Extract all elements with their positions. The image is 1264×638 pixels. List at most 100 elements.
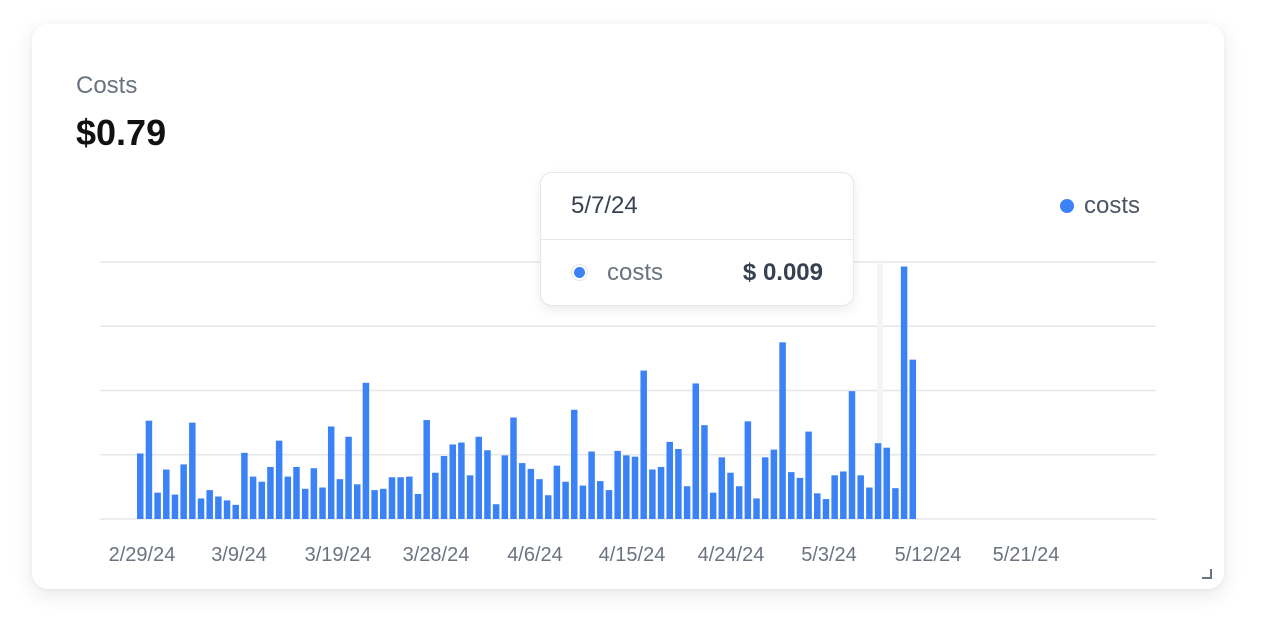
bar[interactable] — [761, 457, 769, 519]
bar[interactable] — [414, 493, 422, 519]
costs-bar-chart[interactable]: 2/29/24 3/9/24 3/19/24 3/28/24 4/6/24 4/15/24… — [32, 24, 1224, 589]
bar[interactable] — [232, 504, 239, 519]
bar[interactable] — [215, 496, 222, 519]
bar[interactable] — [536, 479, 543, 519]
bar[interactable] — [857, 475, 864, 519]
bar[interactable] — [223, 500, 231, 519]
bar[interactable] — [796, 477, 804, 519]
bar[interactable] — [822, 499, 830, 519]
bar[interactable] — [683, 486, 691, 519]
bar[interactable] — [327, 426, 335, 519]
bar[interactable] — [675, 448, 682, 519]
bar[interactable] — [579, 485, 587, 519]
bar[interactable] — [649, 469, 656, 519]
bar[interactable] — [735, 486, 743, 519]
bar[interactable] — [874, 443, 882, 519]
bar[interactable] — [145, 420, 153, 519]
bar[interactable] — [900, 266, 908, 520]
bar[interactable] — [154, 492, 161, 519]
bar[interactable] — [544, 495, 552, 519]
bar[interactable] — [701, 425, 708, 519]
bar[interactable] — [848, 391, 856, 519]
bar[interactable] — [866, 487, 873, 519]
bar[interactable] — [397, 477, 404, 519]
bar[interactable] — [241, 452, 248, 519]
bar[interactable] — [709, 492, 717, 519]
bar[interactable] — [458, 442, 465, 519]
bar[interactable] — [657, 466, 665, 519]
bar[interactable] — [388, 477, 396, 519]
bar[interactable] — [605, 490, 613, 519]
bar[interactable] — [640, 370, 647, 519]
bar[interactable] — [380, 488, 387, 519]
tooltip-series-dot-icon — [572, 265, 587, 280]
bar[interactable] — [406, 476, 413, 519]
bar[interactable] — [197, 498, 205, 519]
bar[interactable] — [163, 469, 170, 519]
bar[interactable] — [597, 481, 604, 519]
bar[interactable] — [666, 441, 673, 519]
bar[interactable] — [275, 440, 283, 519]
bar[interactable] — [466, 475, 474, 519]
card-title: Costs — [76, 72, 138, 99]
x-tick-label: 5/12/24 — [895, 544, 962, 566]
chart-legend[interactable]: costs — [1059, 192, 1140, 220]
bar[interactable] — [909, 359, 917, 519]
bar[interactable] — [267, 466, 274, 519]
bar[interactable] — [206, 490, 213, 519]
bar[interactable] — [284, 476, 292, 519]
bar[interactable] — [345, 436, 352, 519]
bar[interactable] — [788, 472, 795, 519]
bar[interactable] — [319, 487, 326, 519]
bar[interactable] — [727, 472, 734, 519]
bar[interactable] — [180, 464, 187, 519]
bar[interactable] — [892, 488, 899, 519]
bar[interactable] — [779, 342, 786, 519]
bar[interactable] — [432, 472, 439, 519]
bar[interactable] — [423, 420, 430, 519]
bar[interactable] — [293, 466, 300, 519]
bar[interactable] — [501, 455, 509, 519]
bar[interactable] — [336, 479, 344, 519]
bar[interactable] — [440, 456, 448, 519]
bar[interactable] — [449, 444, 456, 519]
bar[interactable] — [484, 450, 491, 519]
bar[interactable] — [171, 494, 179, 519]
bar[interactable] — [137, 453, 144, 519]
bar[interactable] — [249, 476, 257, 519]
bar[interactable] — [354, 484, 361, 519]
bar[interactable] — [301, 488, 309, 519]
bar[interactable] — [371, 490, 378, 519]
resize-handle-icon[interactable] — [1202, 569, 1212, 579]
bar[interactable] — [189, 422, 196, 520]
x-tick-label: 5/3/24 — [801, 544, 857, 566]
bar[interactable] — [588, 451, 595, 519]
tooltip-series-name: costs — [607, 259, 664, 286]
bar[interactable] — [623, 455, 630, 519]
bar[interactable] — [753, 498, 760, 519]
bar[interactable] — [770, 449, 778, 519]
bar[interactable] — [492, 504, 500, 519]
bar[interactable] — [631, 456, 639, 519]
bar[interactable] — [744, 421, 752, 519]
x-tick-label: 4/15/24 — [599, 544, 666, 566]
bar[interactable] — [814, 493, 821, 519]
bar[interactable] — [840, 471, 847, 519]
bar[interactable] — [362, 382, 370, 519]
bar[interactable] — [692, 383, 700, 519]
bar[interactable] — [614, 450, 621, 519]
bar[interactable] — [258, 481, 266, 519]
bar[interactable] — [562, 481, 569, 519]
bar[interactable] — [831, 475, 838, 519]
bar[interactable] — [310, 468, 318, 519]
bar[interactable] — [518, 463, 526, 519]
bar[interactable] — [571, 409, 578, 519]
bar[interactable] — [475, 436, 483, 519]
bar[interactable] — [883, 447, 890, 519]
bar[interactable] — [805, 431, 812, 519]
x-tick-label: 3/19/24 — [305, 544, 372, 566]
bar[interactable] — [510, 417, 517, 519]
bar[interactable] — [527, 468, 535, 519]
bar[interactable] — [553, 465, 561, 519]
bar[interactable] — [718, 457, 726, 519]
